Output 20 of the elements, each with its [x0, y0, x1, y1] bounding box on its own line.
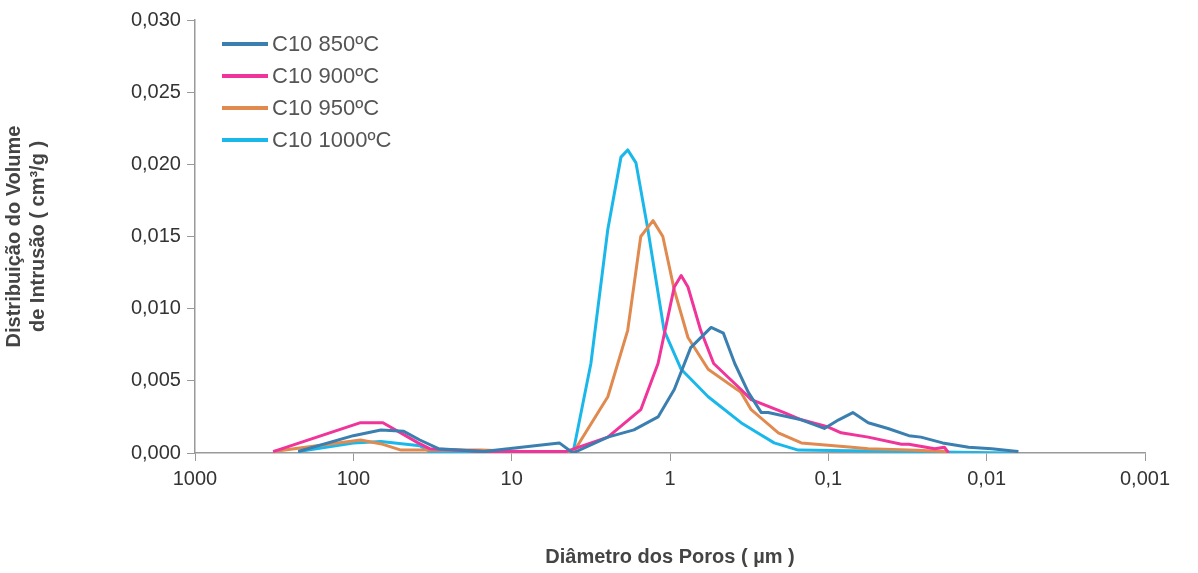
- x-tick-label: 0,1: [814, 466, 843, 489]
- legend-label: C10 950ºC: [272, 95, 380, 121]
- x-tick-label: 1000: [172, 466, 218, 489]
- x-tick-label: 1: [664, 466, 676, 489]
- y-tick-label: 0,005: [130, 368, 181, 391]
- x-tick-label: 0,01: [967, 466, 1007, 489]
- x-tick-label: 0,001: [1119, 466, 1171, 489]
- y-axis-title: Distribuição do Volume de Intrusão ( cm³/g ): [1, 125, 48, 348]
- x-axis-title: Diâmetro dos Poros ( µm ): [545, 544, 795, 567]
- y-tick-label: 0,000: [130, 440, 181, 463]
- legend-label: C10 900ºC: [272, 63, 380, 89]
- y-tick-label: 0,015: [130, 224, 181, 247]
- x-tick-label: 100: [336, 466, 371, 489]
- y-tick-label: 0,010: [130, 296, 181, 319]
- y-tick-label: 0,020: [130, 151, 181, 174]
- y-tick-label: 0,030: [130, 7, 181, 30]
- legend-label: C10 850ºC: [272, 31, 380, 57]
- legend-label: C10 1000ºC: [272, 127, 392, 153]
- x-tick-label: 10: [500, 466, 523, 489]
- y-tick-label: 0,025: [130, 79, 181, 102]
